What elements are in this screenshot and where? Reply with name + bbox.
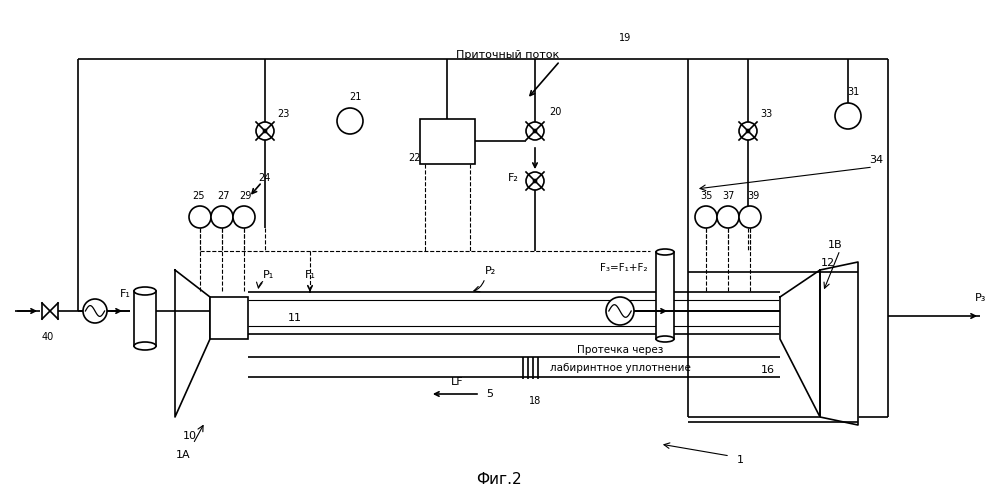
Text: 35: 35 (700, 190, 712, 200)
Text: 33: 33 (760, 109, 772, 119)
Text: F₂: F₂ (507, 173, 518, 183)
Circle shape (83, 300, 107, 323)
Circle shape (337, 109, 363, 135)
Text: 5: 5 (487, 388, 494, 398)
Text: 34: 34 (869, 155, 883, 165)
Text: 19: 19 (618, 33, 631, 43)
Text: 22: 22 (408, 153, 421, 163)
Circle shape (606, 298, 634, 325)
Bar (420, 120, 475, 165)
Circle shape (263, 130, 267, 134)
Text: 39: 39 (747, 190, 759, 200)
Text: 23: 23 (277, 109, 289, 119)
Text: Фиг.2: Фиг.2 (477, 471, 521, 486)
Circle shape (739, 123, 757, 141)
Text: 40: 40 (42, 331, 54, 341)
Text: лабиринтное уплотнение: лабиринтное уплотнение (549, 362, 690, 372)
Text: P₂: P₂ (485, 266, 496, 276)
Circle shape (746, 130, 750, 134)
Ellipse shape (656, 336, 674, 342)
Circle shape (211, 206, 233, 228)
Text: 1A: 1A (176, 449, 191, 459)
Text: 27: 27 (217, 190, 230, 200)
Circle shape (533, 130, 537, 134)
Text: LF: LF (451, 376, 464, 386)
Circle shape (835, 104, 861, 130)
Circle shape (256, 123, 274, 141)
Text: 31: 31 (847, 87, 859, 97)
Circle shape (533, 180, 537, 184)
Bar (656, 253, 674, 339)
Ellipse shape (134, 342, 156, 350)
Polygon shape (820, 263, 858, 425)
Circle shape (526, 173, 544, 190)
Text: 1: 1 (736, 454, 743, 464)
Circle shape (526, 123, 544, 141)
Circle shape (233, 206, 255, 228)
Text: P₃: P₃ (975, 293, 986, 303)
Polygon shape (780, 271, 820, 417)
Bar (134, 292, 156, 346)
Text: 1В: 1В (828, 239, 842, 249)
Text: Протечка через: Протечка через (576, 344, 663, 354)
Bar (210, 298, 248, 339)
Text: F₁: F₁ (120, 289, 131, 299)
Text: F₁: F₁ (305, 270, 316, 280)
Ellipse shape (656, 249, 674, 256)
Circle shape (717, 206, 739, 228)
Text: 11: 11 (288, 313, 302, 322)
Text: 18: 18 (528, 395, 541, 405)
Text: 25: 25 (192, 190, 205, 200)
Ellipse shape (134, 288, 156, 296)
Text: 20: 20 (548, 107, 561, 117)
Text: 10: 10 (183, 430, 197, 440)
Text: 24: 24 (258, 173, 270, 183)
Text: 21: 21 (349, 92, 362, 102)
Text: F₃=F₁+F₂: F₃=F₁+F₂ (600, 263, 647, 273)
Text: Приточный поток: Приточный поток (457, 50, 559, 60)
Circle shape (695, 206, 717, 228)
Polygon shape (175, 271, 210, 417)
Text: 16: 16 (761, 364, 775, 374)
Text: 12: 12 (821, 258, 835, 268)
Circle shape (739, 206, 761, 228)
Text: 37: 37 (722, 190, 734, 200)
Circle shape (189, 206, 211, 228)
Text: 29: 29 (239, 190, 252, 200)
Text: P₁: P₁ (263, 270, 274, 280)
